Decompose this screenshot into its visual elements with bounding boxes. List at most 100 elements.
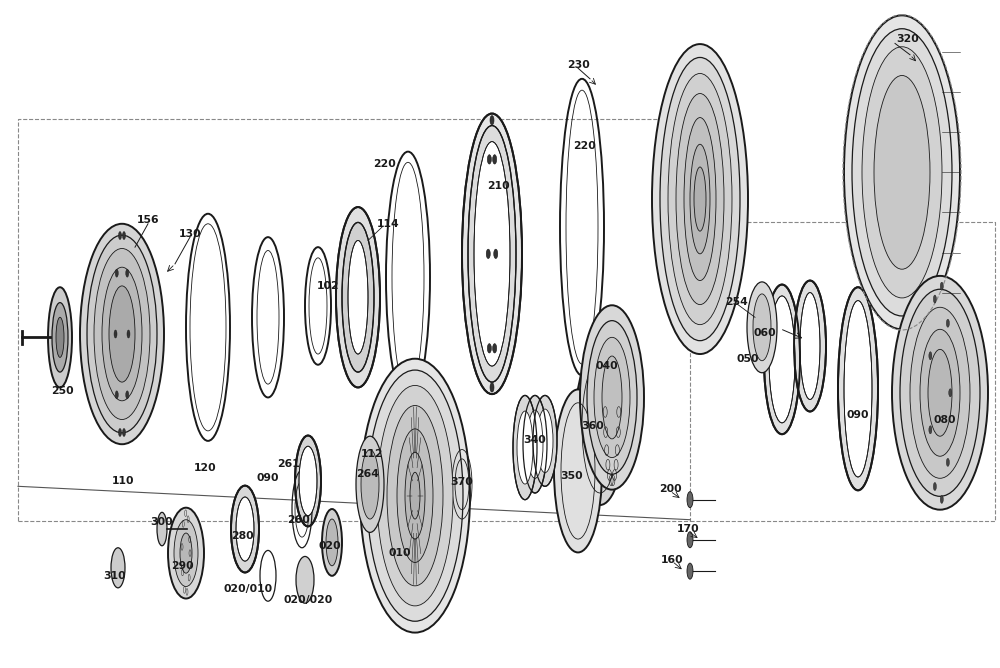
Ellipse shape	[114, 330, 117, 338]
Ellipse shape	[462, 114, 522, 394]
Ellipse shape	[928, 349, 952, 436]
Ellipse shape	[933, 295, 936, 303]
Ellipse shape	[361, 450, 379, 519]
Ellipse shape	[533, 395, 557, 486]
Text: 261: 261	[277, 460, 299, 469]
Text: 300: 300	[151, 518, 173, 527]
Ellipse shape	[111, 548, 125, 588]
Ellipse shape	[900, 289, 980, 496]
Ellipse shape	[747, 282, 777, 373]
Ellipse shape	[118, 232, 121, 240]
Ellipse shape	[348, 240, 368, 354]
Ellipse shape	[174, 520, 198, 587]
Ellipse shape	[360, 359, 470, 633]
Ellipse shape	[486, 249, 490, 259]
Ellipse shape	[852, 29, 952, 316]
Text: 220: 220	[574, 141, 596, 150]
Ellipse shape	[405, 452, 425, 539]
Ellipse shape	[387, 405, 443, 586]
Ellipse shape	[874, 75, 930, 269]
Ellipse shape	[299, 446, 317, 516]
Text: 156: 156	[137, 216, 159, 225]
Ellipse shape	[123, 428, 126, 436]
Ellipse shape	[753, 294, 771, 361]
Ellipse shape	[490, 383, 494, 392]
Ellipse shape	[949, 389, 952, 397]
Ellipse shape	[115, 391, 118, 399]
Ellipse shape	[118, 428, 121, 436]
Ellipse shape	[123, 232, 126, 240]
Ellipse shape	[660, 57, 740, 341]
Ellipse shape	[687, 492, 693, 508]
Text: 110: 110	[112, 476, 134, 486]
Ellipse shape	[87, 235, 157, 433]
Ellipse shape	[494, 249, 498, 259]
Text: 290: 290	[171, 562, 193, 571]
Ellipse shape	[929, 426, 932, 434]
Ellipse shape	[231, 486, 259, 572]
Ellipse shape	[513, 395, 537, 500]
Ellipse shape	[80, 224, 164, 444]
Ellipse shape	[684, 118, 716, 281]
Ellipse shape	[102, 267, 142, 401]
Text: 230: 230	[567, 61, 589, 70]
Ellipse shape	[862, 47, 942, 298]
Ellipse shape	[687, 532, 693, 548]
Ellipse shape	[587, 321, 637, 474]
Ellipse shape	[296, 556, 314, 603]
Ellipse shape	[342, 222, 374, 372]
Ellipse shape	[126, 269, 129, 277]
Ellipse shape	[474, 142, 510, 366]
Ellipse shape	[517, 411, 533, 484]
Ellipse shape	[48, 287, 72, 387]
Ellipse shape	[336, 207, 380, 387]
Ellipse shape	[844, 15, 960, 329]
Ellipse shape	[115, 269, 118, 277]
Ellipse shape	[180, 533, 192, 573]
Ellipse shape	[933, 482, 936, 490]
Text: 360: 360	[582, 422, 604, 431]
Ellipse shape	[929, 352, 932, 360]
Ellipse shape	[687, 563, 693, 579]
Text: 260: 260	[287, 515, 309, 524]
Text: 280: 280	[231, 531, 253, 540]
Ellipse shape	[326, 519, 338, 566]
Ellipse shape	[946, 458, 949, 466]
Text: 050: 050	[737, 355, 759, 364]
Text: 340: 340	[524, 435, 546, 444]
Text: 120: 120	[194, 463, 216, 472]
Ellipse shape	[652, 44, 748, 354]
Text: 130: 130	[179, 229, 201, 238]
Ellipse shape	[322, 509, 342, 576]
Ellipse shape	[554, 389, 602, 552]
Text: 250: 250	[51, 386, 73, 395]
Ellipse shape	[367, 370, 463, 621]
Ellipse shape	[487, 155, 491, 164]
Text: 264: 264	[357, 470, 379, 479]
Ellipse shape	[523, 395, 547, 493]
Text: 020/020: 020/020	[283, 595, 333, 605]
Text: 320: 320	[897, 34, 919, 43]
Ellipse shape	[356, 436, 384, 532]
Text: 370: 370	[451, 478, 473, 487]
Ellipse shape	[487, 343, 491, 353]
Ellipse shape	[946, 319, 949, 327]
Text: 114: 114	[377, 219, 399, 228]
Ellipse shape	[94, 248, 150, 420]
Ellipse shape	[838, 287, 878, 490]
Ellipse shape	[580, 305, 644, 490]
Ellipse shape	[493, 155, 497, 164]
Ellipse shape	[920, 329, 960, 456]
Ellipse shape	[668, 73, 732, 325]
Text: 090: 090	[257, 473, 279, 482]
Ellipse shape	[236, 497, 254, 561]
Text: 020: 020	[319, 542, 341, 551]
Ellipse shape	[109, 286, 135, 382]
Text: 160: 160	[661, 555, 683, 564]
Text: 310: 310	[104, 571, 126, 580]
Text: 010: 010	[389, 548, 411, 558]
Ellipse shape	[168, 508, 204, 599]
Ellipse shape	[127, 330, 130, 338]
Ellipse shape	[690, 144, 710, 254]
Ellipse shape	[468, 126, 516, 382]
